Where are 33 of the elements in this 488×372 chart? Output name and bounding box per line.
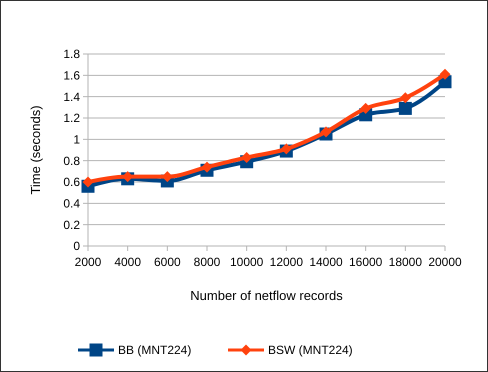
legend-label: BSW (MNT224) <box>268 343 353 358</box>
point <box>398 102 412 115</box>
y-tick-label: 1.8 <box>63 47 80 62</box>
point <box>360 102 372 114</box>
point <box>440 68 450 80</box>
legend-label: BB (MNT224) <box>118 343 192 358</box>
x-axis-title: Number of netflow records <box>190 288 344 303</box>
point <box>241 152 252 163</box>
point <box>202 162 212 173</box>
x-tick-label: 18000 <box>388 255 422 269</box>
x-tick-label: 2000 <box>74 255 102 269</box>
y-tick-label: 1.4 <box>63 90 80 104</box>
y-tick-label: 1 <box>73 132 80 147</box>
y-tick-label: 0.4 <box>63 196 80 211</box>
x-tick-label: 12000 <box>270 255 304 269</box>
point <box>320 126 332 138</box>
y-tick-label: 1.2 <box>63 111 80 126</box>
y-tick-label: 0.2 <box>63 218 80 232</box>
point <box>82 176 94 188</box>
y-tick-label: 1.6 <box>63 68 80 83</box>
point <box>400 92 411 104</box>
x-tick-label: 14000 <box>309 255 344 269</box>
x-tick-label: 4000 <box>114 255 142 269</box>
y-tick-label: 0.6 <box>63 175 80 190</box>
point <box>280 143 292 154</box>
y-tick-label: 0.8 <box>63 154 80 168</box>
x-tick-label: 8000 <box>194 255 221 269</box>
x-tick-label: 10000 <box>230 255 264 269</box>
x-tick-label: 6000 <box>154 255 182 269</box>
x-tick-label: 16000 <box>348 255 383 269</box>
y-tick-label: 0 <box>73 239 80 254</box>
y-axis-title: Time (seconds) <box>28 105 43 195</box>
x-tick-label: 20000 <box>428 255 462 269</box>
